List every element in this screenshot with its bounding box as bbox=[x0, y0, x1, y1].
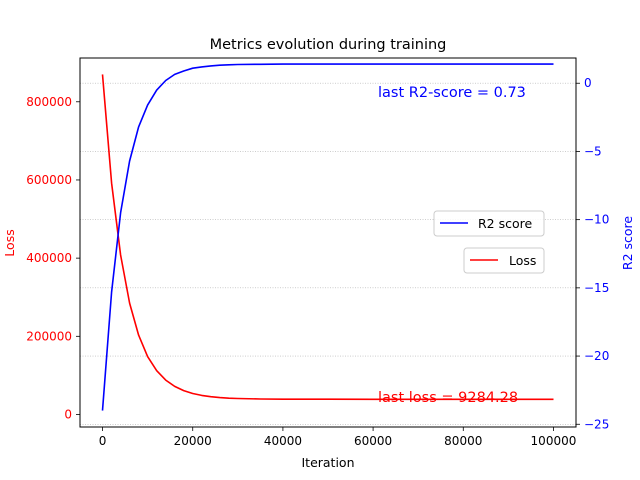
y-left-tick-label-4: 800000 bbox=[26, 95, 72, 109]
x-tick-label-0: 0 bbox=[99, 434, 107, 448]
series-line-r2-score bbox=[101, 63, 554, 411]
y-right-axis: 0 −5 −10 −15 −20 −25 bbox=[576, 76, 609, 431]
x-tick-label-4: 80000 bbox=[444, 434, 482, 448]
grid-layer bbox=[80, 82, 576, 425]
y-left-tick-label-3: 600000 bbox=[26, 173, 72, 187]
series-layer bbox=[101, 63, 554, 411]
legend-loss-frame bbox=[463, 247, 545, 274]
y-left-axis: 0 200000 400000 600000 800000 bbox=[26, 95, 80, 421]
y-left-tick-label-1: 200000 bbox=[26, 329, 72, 343]
chart-title: Metrics evolution during training bbox=[210, 37, 447, 53]
x-tick-label-5: 100000 bbox=[531, 434, 577, 448]
x-axis: 0 20000 40000 60000 80000 100000 bbox=[99, 427, 577, 448]
y-right-tick-label-5: −25 bbox=[584, 417, 609, 431]
x-tick-label-1: 20000 bbox=[174, 434, 212, 448]
x-tick-label-3: 60000 bbox=[354, 434, 392, 448]
y-right-tick-label-0: 0 bbox=[584, 76, 592, 90]
y-right-axis-label: R2 score bbox=[620, 216, 635, 271]
y-right-tick-label-1: −5 bbox=[584, 144, 602, 158]
y-left-tick-label-0: 0 bbox=[64, 407, 72, 421]
legend-r2-label: R2 score bbox=[478, 216, 533, 231]
y-right-tick-label-2: −10 bbox=[584, 213, 609, 227]
plot-frame bbox=[79, 57, 577, 428]
legend-loss: Loss bbox=[463, 247, 545, 274]
annotation-last-r2: last R2-score = 0.73 bbox=[378, 85, 526, 101]
legend-r2-frame bbox=[433, 210, 545, 237]
annotation-last-loss: last loss = 9284.28 bbox=[378, 390, 518, 406]
y-right-tick-label-3: −15 bbox=[584, 281, 609, 295]
legend-loss-label: Loss bbox=[509, 253, 536, 268]
x-tick-label-2: 40000 bbox=[264, 434, 302, 448]
y-left-axis-label: Loss bbox=[2, 229, 17, 256]
y-right-tick-label-4: −20 bbox=[584, 349, 609, 363]
legend-r2: R2 score bbox=[433, 210, 545, 237]
series-line-loss bbox=[101, 74, 554, 401]
x-axis-label: Iteration bbox=[301, 455, 354, 470]
y-left-tick-label-2: 400000 bbox=[26, 251, 72, 265]
